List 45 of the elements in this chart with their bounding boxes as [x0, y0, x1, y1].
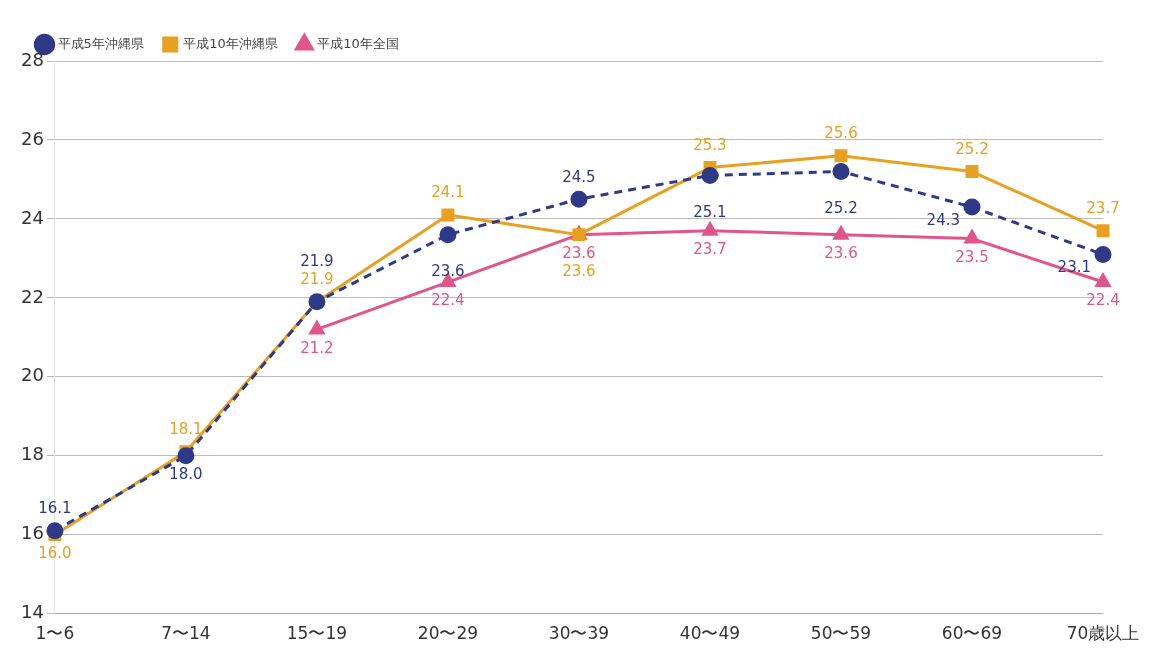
- x-tick-label: 30〜39: [548, 623, 610, 644]
- data-label: 23.7: [1086, 199, 1120, 218]
- y-tick-label: 24: [21, 206, 44, 228]
- x-tick-label: 20〜29: [417, 623, 479, 644]
- data-label: 23.5: [955, 248, 989, 267]
- data-label: 16.1: [38, 499, 72, 518]
- data-label: 18.1: [169, 420, 203, 439]
- x-tick-label: 15〜19: [286, 623, 348, 644]
- data-label: 24.1: [431, 183, 465, 202]
- data-label: 25.2: [824, 198, 858, 217]
- y-tick-label: 20: [21, 364, 44, 386]
- data-label: 25.6: [824, 124, 858, 143]
- y-tick-label: 16: [21, 522, 44, 544]
- data-label: 25.3: [693, 135, 727, 154]
- y-tick-label: 18: [21, 443, 44, 465]
- x-tick-label: 40〜49: [679, 623, 741, 644]
- data-label: 22.4: [431, 291, 465, 310]
- legend-label: 平成5年沖縄県: [57, 35, 144, 51]
- data-label: 16.0: [38, 544, 72, 563]
- y-tick-label: 28: [21, 48, 44, 70]
- x-tick-label: 70歳以上: [1066, 623, 1140, 644]
- data-label: 23.7: [693, 240, 727, 259]
- y-tick-label: 22: [21, 285, 44, 307]
- y-tick-label: 26: [21, 127, 44, 149]
- legend-label: 平成10年全国: [317, 35, 399, 51]
- data-label: 25.1: [693, 202, 727, 221]
- data-label: 24.3: [926, 210, 960, 229]
- data-label: 23.6: [824, 244, 858, 263]
- data-label: 22.4: [1086, 291, 1120, 310]
- data-label: 23.6: [431, 262, 465, 281]
- data-label: 21.2: [300, 338, 334, 357]
- data-label: 24.5: [562, 167, 596, 186]
- data-label: 23.6: [562, 244, 596, 263]
- x-tick-label: 7〜14: [161, 623, 211, 644]
- data-label: 25.2: [955, 139, 989, 158]
- x-tick-label: 1〜6: [35, 623, 75, 644]
- data-label: 23.1: [1057, 258, 1091, 277]
- data-label: 23.6: [562, 262, 596, 281]
- data-label: 21.9: [300, 252, 334, 271]
- legend-label: 平成10年沖縄県: [183, 35, 278, 51]
- data-label: 21.9: [300, 270, 334, 289]
- y-tick-label: 14: [21, 601, 44, 623]
- x-tick-label: 60〜69: [941, 623, 1003, 644]
- x-tick-label: 50〜59: [810, 623, 872, 644]
- data-label: 18.0: [169, 465, 203, 484]
